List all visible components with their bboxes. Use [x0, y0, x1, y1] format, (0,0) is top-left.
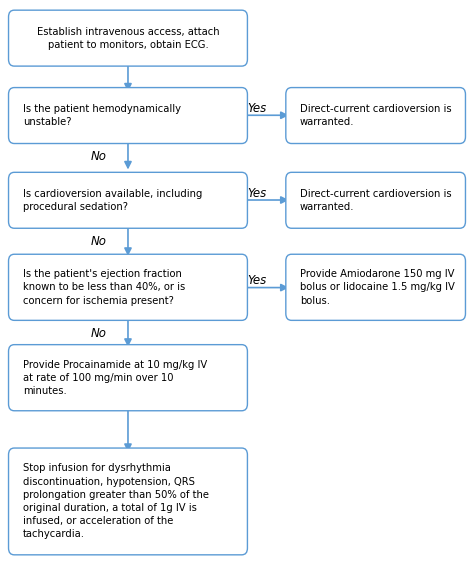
FancyBboxPatch shape	[9, 10, 247, 66]
Text: Yes: Yes	[247, 102, 266, 115]
FancyBboxPatch shape	[286, 172, 465, 228]
FancyBboxPatch shape	[9, 88, 247, 144]
Text: No: No	[91, 327, 107, 340]
Text: Provide Amiodarone 150 mg IV
bolus or lidocaine 1.5 mg/kg IV
bolus.: Provide Amiodarone 150 mg IV bolus or li…	[300, 269, 455, 306]
Text: Is the patient hemodynamically
unstable?: Is the patient hemodynamically unstable?	[23, 104, 181, 127]
Text: Is cardioversion available, including
procedural sedation?: Is cardioversion available, including pr…	[23, 189, 202, 212]
Text: Yes: Yes	[247, 186, 266, 200]
Text: Stop infusion for dysrhythmia
discontinuation, hypotension, QRS
prolongation gre: Stop infusion for dysrhythmia discontinu…	[23, 463, 209, 540]
Text: Direct-current cardioversion is
warranted.: Direct-current cardioversion is warrante…	[300, 189, 452, 212]
FancyBboxPatch shape	[9, 345, 247, 411]
FancyBboxPatch shape	[9, 448, 247, 555]
Text: Direct-current cardioversion is
warranted.: Direct-current cardioversion is warrante…	[300, 104, 452, 127]
Text: Provide Procainamide at 10 mg/kg IV
at rate of 100 mg/min over 10
minutes.: Provide Procainamide at 10 mg/kg IV at r…	[23, 359, 207, 396]
FancyBboxPatch shape	[9, 172, 247, 228]
FancyBboxPatch shape	[286, 88, 465, 144]
Text: Is the patient's ejection fraction
known to be less than 40%, or is
concern for : Is the patient's ejection fraction known…	[23, 269, 185, 306]
Text: Yes: Yes	[247, 274, 266, 288]
Text: No: No	[91, 150, 107, 163]
FancyBboxPatch shape	[286, 254, 465, 320]
Text: No: No	[91, 235, 107, 249]
FancyBboxPatch shape	[9, 254, 247, 320]
Text: Establish intravenous access, attach
patient to monitors, obtain ECG.: Establish intravenous access, attach pat…	[36, 27, 219, 50]
